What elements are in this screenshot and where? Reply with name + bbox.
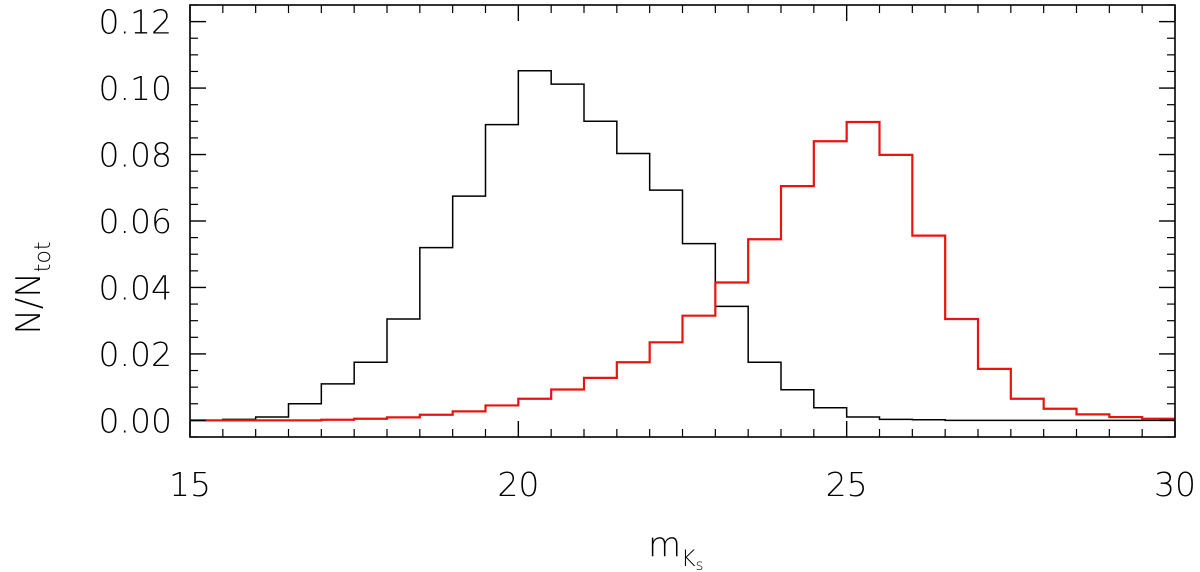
histogram-series-2	[190, 120, 1175, 422]
x-axis-title: mKs	[648, 525, 703, 572]
x-tick-label: 25	[826, 465, 868, 504]
x-tick-label: 30	[1154, 465, 1196, 504]
y-tick-label: 0.08	[99, 136, 172, 175]
x-tick-label: 20	[497, 465, 539, 504]
series-layer	[190, 70, 1175, 422]
labels-layer: 15 20 25 30 0.00 0.02 0.04 0.06 0.08 0.10 0.12	[99, 3, 1196, 504]
y-tick-label: 0.12	[99, 3, 172, 42]
histogram-series-1	[190, 70, 1175, 422]
y-tick-label: 0.06	[99, 202, 172, 241]
y-axis-title: N/Ntot	[9, 241, 56, 334]
y-tick-label: 0.00	[99, 401, 172, 440]
y-tick-label: 0.02	[99, 335, 172, 374]
y-tick-label: 0.10	[99, 69, 172, 108]
x-tick-label: 15	[169, 465, 211, 504]
y-tick-label: 0.04	[99, 268, 172, 307]
ticks-layer	[189, 4, 1176, 438]
